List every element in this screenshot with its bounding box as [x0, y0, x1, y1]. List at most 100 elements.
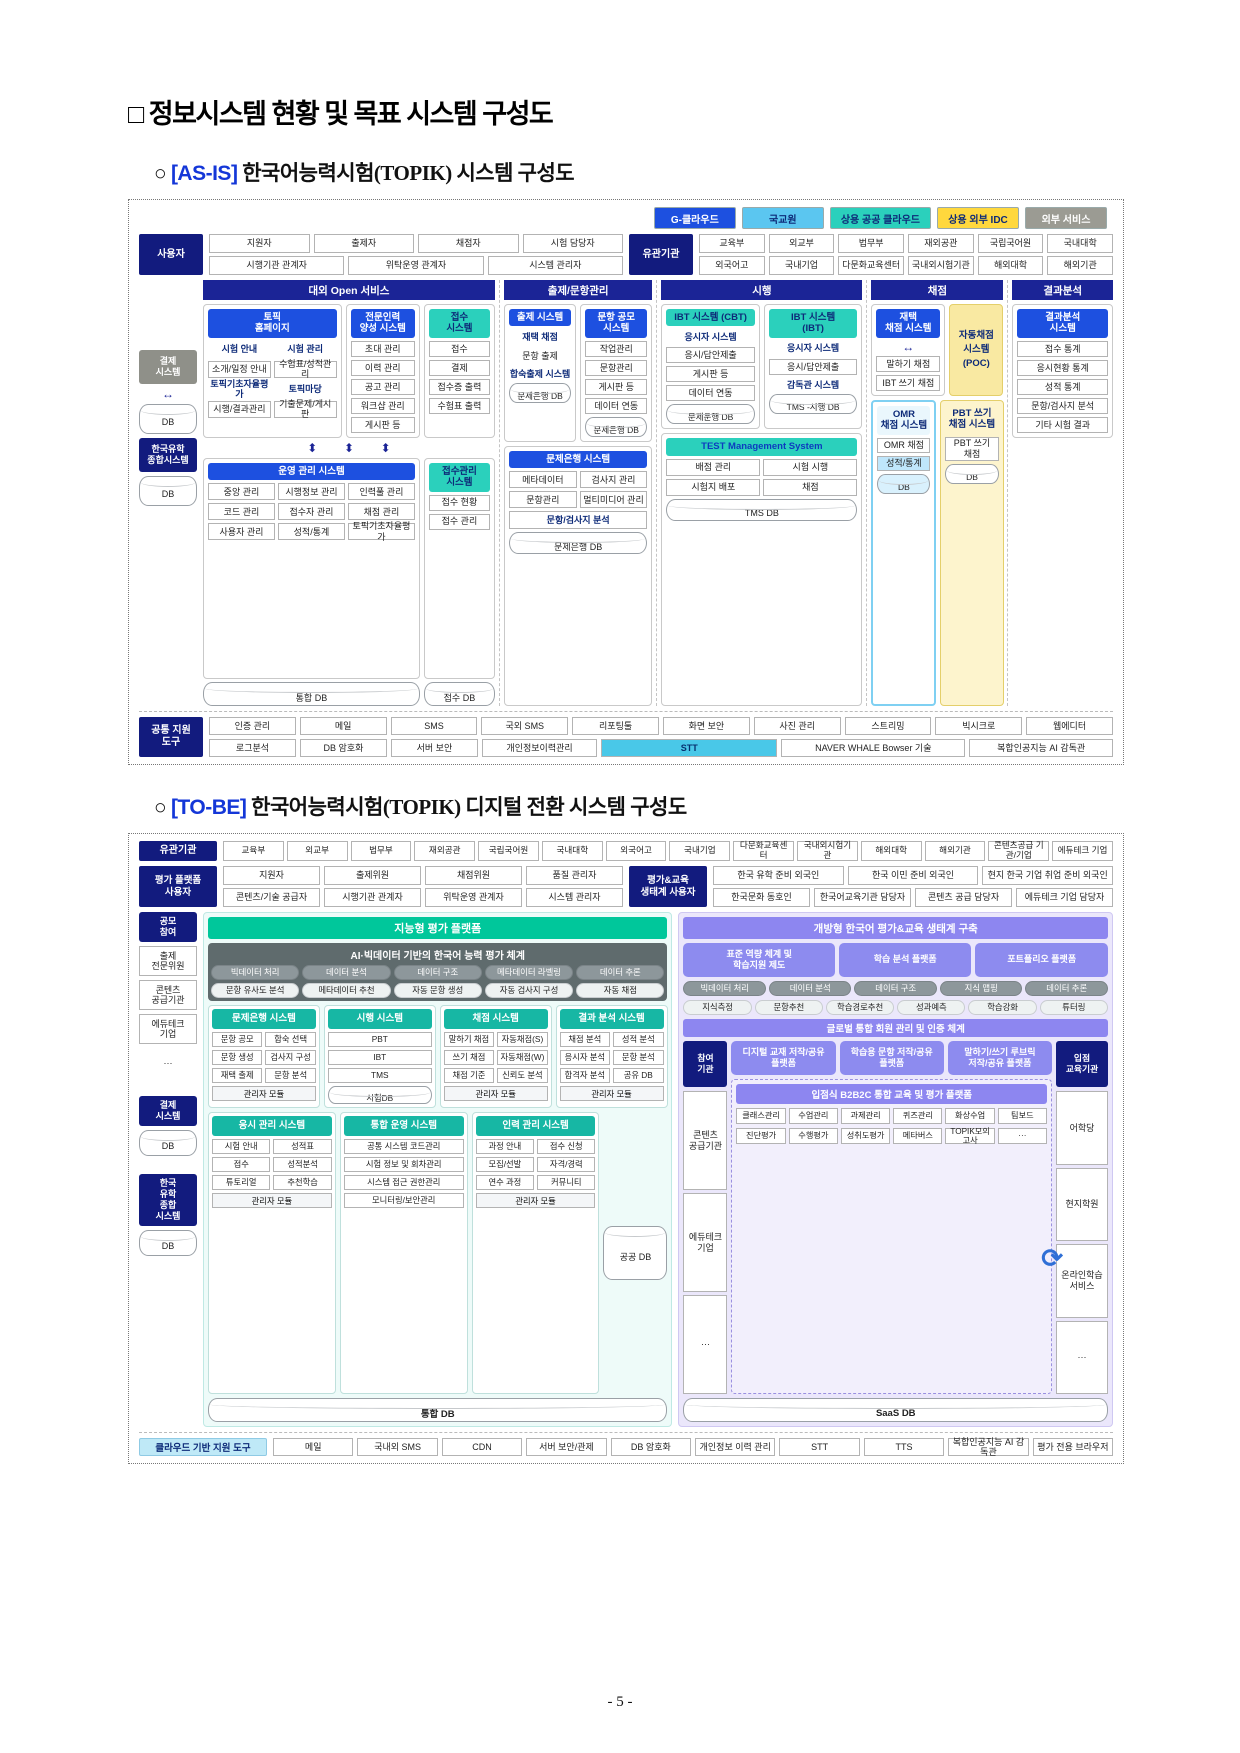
- section-execution: 시행 IBT 시스템 (CBT) 응시자 시스템 응시/답안제출 게시판 등 데이터…: [656, 280, 863, 706]
- b2b2c-module-box: 수업관리: [788, 1108, 838, 1124]
- learning-capability-pill: 문항추천: [754, 1000, 823, 1015]
- ibt-cards: IBT 시스템 (CBT) 응시자 시스템 응시/답안제출 게시판 등 데이터 연동…: [661, 304, 863, 430]
- feature-box: 문항 출제: [508, 348, 572, 365]
- feature-box: 시행정보 관리: [277, 483, 345, 501]
- tool-box: 국외 SMS: [481, 717, 569, 735]
- user-box: 한국어교육기관 담당자: [814, 888, 911, 907]
- feature-box: 메타데이터: [508, 471, 577, 489]
- tobe-orgs-row: 교육부 외교부 법무부 재외공관 국립국어원 국내대학 외국어고 국내기업 다문화교육센터 국내외…: [223, 840, 1113, 861]
- rail-org-box: 에듀테크 기업: [139, 1014, 197, 1044]
- org-box: 법무부: [350, 841, 412, 861]
- feature-box: 게시판 등: [585, 378, 648, 395]
- card-items: 시험 안내 성적표 접수 성적분석 튜토리얼 추천학습: [212, 1139, 332, 1190]
- tool-box: 인증 관리: [209, 717, 296, 735]
- feature-box: 사용자 관리: [208, 523, 275, 541]
- tool-box: NAVER WHALE Bowser 기술: [781, 739, 966, 757]
- card-header: 출제 시스템: [508, 309, 572, 327]
- feature-box: 채점 기준: [443, 1068, 495, 1083]
- feature-box: OMR 채점: [877, 437, 931, 453]
- contest-items: 작업관리 문항관리 게시판 등 데이터 연동: [585, 340, 648, 414]
- ecosystem-mid: 참여 기관 콘텐츠 공급기관 에듀테크 기업 ··· 디지털 교재 저작/공유 플랫…: [683, 1041, 1108, 1394]
- receipt-db-cylinder: 접수 DB: [423, 682, 495, 706]
- ibt-items: 응시/답안제출: [768, 358, 858, 375]
- feature-box: 튜토리얼: [212, 1175, 271, 1190]
- expert-items: 초대 관리 이력 관리 공고 관리 워크샵 관리 게시판 등: [350, 340, 415, 433]
- tools-row: 로그분석 DB 암호화 서버 보안 개인정보이력관리 STT NAVER WHA…: [209, 739, 1113, 757]
- operation-mgmt-card: 운영 관리 시스템 중앙 관리 시행정보 관리 인력풀 관리 코드 관리 접수자 관리 채…: [203, 457, 420, 679]
- ops-row: 운영 관리 시스템 중앙 관리 시행정보 관리 인력풀 관리 코드 관리 접수자 관리 채…: [203, 457, 495, 706]
- eco-users-grid: 한국 유학 준비 외국인 한국 이민 준비 외국인 현지 한국 기업 취업 준비 외…: [713, 866, 1114, 907]
- item-bank-db-cylinder: 문제은행 DB: [585, 416, 648, 437]
- learning-capability-pill: 튜터링: [1039, 1000, 1108, 1015]
- item-bank-system-card: 문제은행 시스템 문항 공모 합숙 선택 문항 생성 검사지 구성 재택 출제 문항 분석…: [208, 1005, 320, 1108]
- feature-box: TMS: [327, 1068, 432, 1083]
- b2b2c-module-box: TOPIK모의고사: [945, 1127, 995, 1145]
- expert-training-card: 전문인력 양성 시스템 초대 관리 이력 관리 공고 관리 워크샵 관리 게시판 등: [345, 304, 420, 438]
- feature-box: 신뢰도 분석: [497, 1068, 548, 1083]
- tool-box: DB 암호화: [299, 739, 387, 757]
- kosaf-system-box: 한국 유학 종합 시스템: [139, 1174, 197, 1226]
- tool-box: 화면 보안: [662, 717, 750, 735]
- feature-box: 시행/결과관리: [208, 400, 271, 418]
- user-box: 시스템 관리자: [526, 888, 623, 907]
- tool-box: 서버 보안/관제: [526, 1438, 607, 1456]
- tms-items: 배점 관리 시험 시행 시험지 배포 채점: [666, 458, 858, 496]
- auto-grading-box: 자동채점 시스템 (POC): [949, 304, 1004, 396]
- feature-box: 인력풀 관리: [347, 483, 415, 501]
- card-header: 접수 시스템: [428, 309, 490, 338]
- tool-box-stt: STT: [601, 739, 778, 757]
- saas-db-cylinder: SaaS DB: [683, 1398, 1108, 1422]
- tobe-tag: [TO-BE]: [170, 796, 247, 819]
- user-box: 위탁운영 관계자: [425, 888, 522, 907]
- section-header: 출제/문항관리: [503, 280, 653, 300]
- admin-module-box: 관리자 모듈: [212, 1086, 316, 1101]
- org-box: 교육부: [699, 234, 765, 253]
- entry-org-box: 어학당: [1056, 1091, 1108, 1165]
- ai-capability-pill: 빅데이터 처리: [211, 965, 300, 980]
- participate-col: 참여 기관 콘텐츠 공급기관 에듀테크 기업 ···: [683, 1041, 728, 1394]
- org-box: 국립국어원: [478, 841, 539, 861]
- feature-box: 과정 안내: [475, 1139, 535, 1154]
- tms-db-cylinder: TMS DB: [666, 498, 858, 521]
- tool-box: 메일: [299, 717, 387, 735]
- tobe-system-cards-row1: 문제은행 시스템 문항 공모 합숙 선택 문항 생성 검사지 구성 재택 출제 문항 분석…: [208, 1005, 668, 1108]
- feature-box: 연수 과정: [475, 1175, 535, 1190]
- user-box: 한국 이민 준비 외국인: [847, 866, 979, 885]
- b2b2c-module-box: 성취도평가: [840, 1128, 891, 1144]
- feature-box: 시험 시행: [763, 458, 858, 476]
- feature-box: 접수: [428, 340, 490, 357]
- feature-box: 기타 시험 결과: [1017, 416, 1108, 433]
- feature-box: 자동채점(S): [497, 1032, 548, 1047]
- card-header: PBT 쓰기 채점 시스템: [948, 407, 996, 431]
- ai-capability-pill: 자동 검사지 구성: [484, 983, 574, 998]
- recv-items: 접수 현황 접수 관리: [428, 494, 490, 530]
- tool-box: DB 암호화: [610, 1438, 692, 1456]
- org-box: 국립국어원: [977, 234, 1044, 253]
- ai-capability-pill: 메타데이터 라벨링: [484, 965, 574, 980]
- admin-module-box: 관리자 모듈: [559, 1086, 664, 1101]
- receipt-mgmt-card: 접수관리 시스템 접수 현황 접수 관리: [423, 457, 495, 679]
- tool-box: 사진 관리: [753, 717, 841, 735]
- legend-kiice: 국교원: [741, 207, 824, 229]
- card-header: 재택 채점 시스템: [876, 309, 941, 338]
- feature-box: 수험표 출력: [428, 397, 490, 414]
- tobe-bullet: ○: [154, 795, 167, 819]
- data-capability-pill: 데이터 분석: [768, 981, 852, 996]
- feature-title: 시험 안내: [221, 344, 258, 355]
- tool-box: 스트리밍: [844, 717, 932, 735]
- ai-capability-pill: 자동 문항 생성: [393, 983, 482, 998]
- section-item-mgmt: 출제/문항관리 출제 시스템 재택 채점 문항 출제 합숙출제 시스템 문제은행…: [498, 280, 653, 706]
- feature-box: 초대 관리: [350, 340, 415, 357]
- feature-title: 응시자 시스템: [684, 331, 737, 342]
- card-items: 채점 분석 성적 분석 응시자 분석 문항 분석 합격자 분석 공유 DB: [559, 1032, 664, 1083]
- public-db-wrap: 공공 DB: [603, 1112, 668, 1394]
- result-analysis-system-card: 결과 분석 시스템 채점 분석 성적 분석 응시자 분석 문항 분석 합격자 분석 공유 …: [555, 1005, 668, 1108]
- feature-box: 쓰기 채점: [443, 1050, 495, 1065]
- ai-framework-title: AI·빅데이터 기반의 한국어 능력 평가 체계: [350, 950, 525, 962]
- tobe-left-rail: 공모 참여 출제 전문위원 콘텐츠 공급기관 에듀테크 기업 ··· 결제 시스…: [139, 912, 197, 1427]
- org-box: 콘텐츠공급 기관/기업: [988, 840, 1050, 861]
- orgs-row: 외국어고 국내기업 다문화교육센터 국내외시험기관 해외대학 해외기관: [699, 256, 1114, 275]
- card-items: 과정 안내 접수 신청 모집/선발 자격/경력 연수 과정 커뮤니티: [475, 1139, 596, 1190]
- tool-box: 개인정보 이력 관리: [695, 1438, 776, 1456]
